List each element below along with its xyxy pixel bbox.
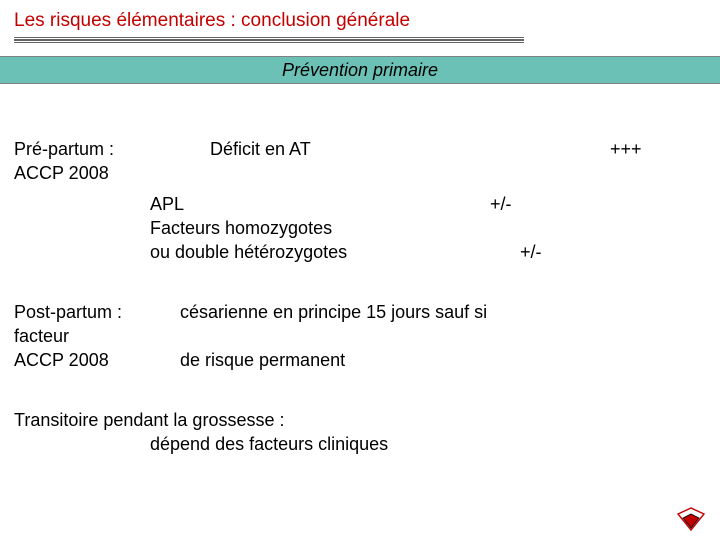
title-block: Les risques élémentaires : conclusion gé…	[0, 0, 720, 42]
section-banner: Prévention primaire	[0, 56, 720, 84]
post-partum-text-line2: de risque permanent	[180, 350, 345, 371]
post-partum-label-line1: Post-partum :	[14, 302, 122, 323]
apl-mark: +/-	[490, 194, 512, 215]
facteurs-line2: ou double hétérozygotes	[150, 242, 347, 263]
logo-inner-diamond	[683, 514, 699, 528]
slide-title: Les risques élémentaires : conclusion gé…	[14, 10, 706, 32]
apl-text: APL	[150, 194, 184, 215]
deficit-at-text: Déficit en AT	[210, 139, 311, 160]
transitoire-line1: Transitoire pendant la grossesse :	[14, 410, 284, 431]
post-partum-text-line1: césarienne en principe 15 jours sauf si	[180, 302, 487, 323]
pre-partum-label-line2: ACCP 2008	[14, 163, 109, 184]
slide: Les risques élémentaires : conclusion gé…	[0, 0, 720, 540]
title-underline	[14, 38, 524, 42]
deficit-at-mark: +++	[610, 139, 642, 160]
banner-text: Prévention primaire	[0, 56, 720, 84]
post-partum-label-line2: facteur	[14, 326, 69, 347]
logo-icon	[676, 506, 706, 532]
transitoire-line2: dépend des facteurs cliniques	[150, 434, 388, 455]
post-partum-label-line3: ACCP 2008	[14, 350, 109, 371]
facteurs-mark: +/-	[520, 242, 542, 263]
pre-partum-label-line1: Pré-partum :	[14, 139, 114, 160]
facteurs-line1: Facteurs homozygotes	[150, 218, 332, 239]
